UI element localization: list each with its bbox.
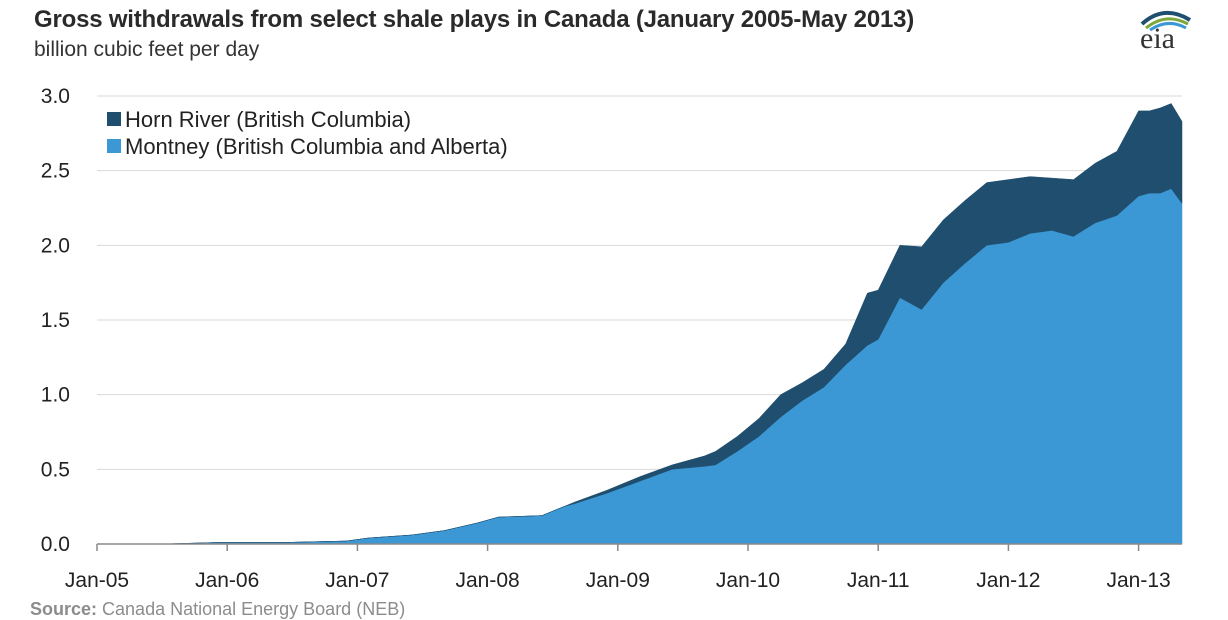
x-tick-label: Jan-08 xyxy=(455,569,519,592)
y-tick-label: 2.5 xyxy=(41,160,70,183)
y-tick-label: 0.0 xyxy=(41,533,70,556)
x-tick-label: Jan-10 xyxy=(716,569,780,592)
axes xyxy=(96,543,1182,551)
legend: Horn River (British Columbia)Montney (Br… xyxy=(107,107,508,159)
x-tick-label: Jan-07 xyxy=(325,569,389,592)
x-tick-label: Jan-12 xyxy=(976,569,1040,592)
y-tick-label: 2.0 xyxy=(41,234,70,257)
area-chart: 0.0 0.5 1.0 1.5 2.0 2.5 3.0 Jan-05 Jan-06 Jan-07… xyxy=(41,85,1183,592)
legend-swatch-montney xyxy=(107,139,121,153)
eia-logo: eia xyxy=(1140,11,1192,52)
x-tick-label: Jan-05 xyxy=(65,569,129,592)
eia-logo-arc-dark xyxy=(1140,11,1192,26)
source-text: Canada National Energy Board (NEB) xyxy=(97,599,406,619)
x-tick-label: Jan-09 xyxy=(586,569,650,592)
area-series xyxy=(97,103,1183,545)
chart-subtitle: billion cubic feet per day xyxy=(34,38,260,61)
x-tick-label: Jan-11 xyxy=(847,569,910,592)
eia-logo-arc-green xyxy=(1145,17,1189,30)
source-note: Source: Canada National Energy Board (NE… xyxy=(30,599,405,620)
y-tick-label: 1.0 xyxy=(41,384,70,407)
chart-title: Gross withdrawals from select shale play… xyxy=(34,6,915,33)
eia-logo-text: eia xyxy=(1140,22,1175,52)
x-tick-label: Jan-13 xyxy=(1106,569,1170,592)
eia-logo-arc-blue xyxy=(1149,22,1187,32)
x-axis-ticks: Jan-05 Jan-06 Jan-07 Jan-08 Jan-09 Jan-10 Jan-… xyxy=(65,569,1171,592)
legend-label-horn-river: Horn River (British Columbia) xyxy=(125,107,411,132)
y-tick-label: 1.5 xyxy=(41,309,70,332)
montney-area xyxy=(97,188,1183,545)
horn-river-area xyxy=(97,103,1183,545)
legend-label-montney: Montney (British Columbia and Alberta) xyxy=(125,134,508,159)
y-axis-ticks: 0.0 0.5 1.0 1.5 2.0 2.5 3.0 xyxy=(41,85,70,556)
legend-swatch-horn-river xyxy=(107,112,121,126)
y-tick-label: 3.0 xyxy=(41,85,70,108)
y-tick-label: 0.5 xyxy=(41,458,70,481)
x-tick-label: Jan-06 xyxy=(195,569,259,592)
source-label: Source: xyxy=(30,599,98,619)
